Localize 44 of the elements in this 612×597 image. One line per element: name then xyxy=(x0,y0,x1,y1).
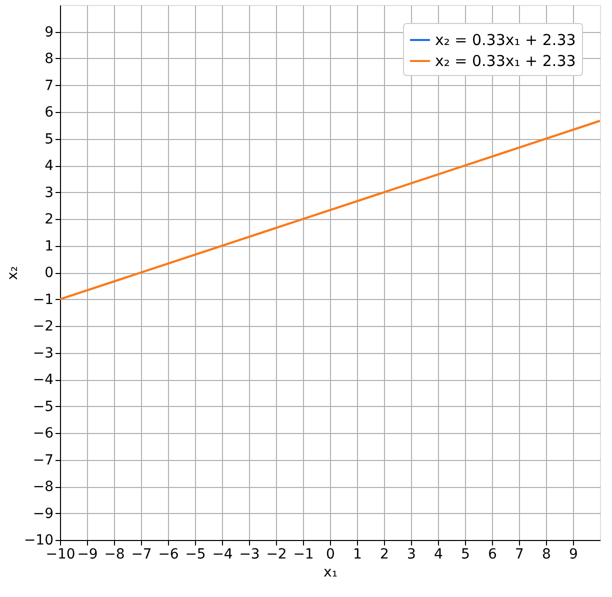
x-tick-label: 7 xyxy=(515,546,524,562)
x-tick-label: 6 xyxy=(488,546,498,562)
y-tick-label: 5 xyxy=(44,131,54,148)
y-tick-label: −6 xyxy=(32,426,54,442)
x-tick-label: 8 xyxy=(542,546,551,562)
x-tick-label: −1 xyxy=(293,546,314,562)
legend-label: x₂ = 0.33x₁ + 2.33 xyxy=(435,31,576,49)
x-tick-label: −8 xyxy=(104,546,125,562)
y-tick-label: 2 xyxy=(44,212,54,228)
x-tick-label: −9 xyxy=(77,546,98,562)
y-tick-label: −3 xyxy=(32,345,54,362)
x-tick-label: −4 xyxy=(212,546,233,562)
y-tick-label: 1 xyxy=(44,238,54,254)
y-tick-label: 6 xyxy=(44,104,54,120)
y-tick-label: 4 xyxy=(44,158,54,174)
y-tick-label: 8 xyxy=(44,51,54,67)
x-tick-label: −7 xyxy=(131,546,152,562)
x-tick-label: 0 xyxy=(326,546,335,562)
y-axis-title: x₂ xyxy=(4,266,21,280)
y-tick-label: −2 xyxy=(32,318,54,334)
y-tick-label: 3 xyxy=(44,184,54,201)
y-tick-label: −1 xyxy=(32,292,54,308)
y-tick-label: −7 xyxy=(32,452,54,468)
x-tick-label: 4 xyxy=(434,546,444,562)
x-tick-label: −6 xyxy=(158,546,179,562)
line-series xyxy=(60,120,600,300)
x-tick-label: −2 xyxy=(266,546,287,562)
y-tick-label: 0 xyxy=(44,265,54,281)
x-tick-label: 3 xyxy=(407,546,416,562)
x-tick-label: −5 xyxy=(185,546,206,562)
y-tick-label: −9 xyxy=(32,506,54,522)
x-axis-title: x₁ xyxy=(324,564,338,580)
y-tick-label: −10 xyxy=(24,532,54,548)
y-tick-label: −4 xyxy=(32,372,54,388)
y-tick-label: −5 xyxy=(32,398,54,415)
x-tick-label: 1 xyxy=(353,546,362,562)
x-tick-label: 2 xyxy=(380,546,389,562)
x-tick-label: 9 xyxy=(569,546,578,562)
x-tick-label: 5 xyxy=(461,546,470,562)
x-tick-label: −3 xyxy=(239,546,260,562)
y-tick-label: 9 xyxy=(44,24,54,40)
y-tick-label: −8 xyxy=(32,479,54,495)
y-tick-label: 7 xyxy=(44,78,54,94)
legend-label: x₂ = 0.33x₁ + 2.33 xyxy=(435,52,576,70)
